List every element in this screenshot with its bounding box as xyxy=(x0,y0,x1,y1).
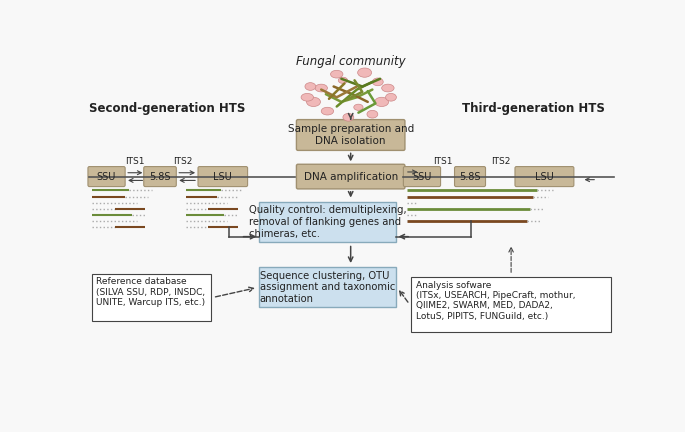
Ellipse shape xyxy=(306,97,321,107)
Ellipse shape xyxy=(373,78,383,86)
Text: Reference database
(SILVA SSU, RDP, INSDC,
UNITE, Warcup ITS, etc.): Reference database (SILVA SSU, RDP, INSD… xyxy=(97,277,206,307)
Text: Sample preparation and
DNA isolation: Sample preparation and DNA isolation xyxy=(288,124,414,146)
Ellipse shape xyxy=(321,107,334,115)
FancyBboxPatch shape xyxy=(455,167,486,187)
Ellipse shape xyxy=(338,77,347,83)
Ellipse shape xyxy=(305,83,316,90)
Ellipse shape xyxy=(358,68,371,77)
Ellipse shape xyxy=(375,97,388,107)
Text: Fungal community: Fungal community xyxy=(296,55,406,68)
Text: Sequence clustering, OTU
assignment and taxonomic
annotation: Sequence clustering, OTU assignment and … xyxy=(260,271,395,304)
Ellipse shape xyxy=(331,70,343,78)
Bar xyxy=(259,202,396,242)
Ellipse shape xyxy=(382,84,394,92)
Ellipse shape xyxy=(367,110,378,118)
Text: ITS1: ITS1 xyxy=(125,157,145,166)
Ellipse shape xyxy=(301,93,314,101)
Ellipse shape xyxy=(315,84,327,92)
Text: ITS1: ITS1 xyxy=(433,157,453,166)
Text: LSU: LSU xyxy=(214,172,232,181)
Text: 5.8S: 5.8S xyxy=(149,172,171,181)
Ellipse shape xyxy=(386,93,397,101)
FancyBboxPatch shape xyxy=(297,164,405,189)
Bar xyxy=(92,273,211,321)
FancyBboxPatch shape xyxy=(144,167,176,187)
FancyBboxPatch shape xyxy=(198,167,247,187)
Text: DNA amplification: DNA amplification xyxy=(303,172,398,181)
Text: ITS2: ITS2 xyxy=(491,157,511,166)
Text: Third-generation HTS: Third-generation HTS xyxy=(462,102,605,115)
FancyBboxPatch shape xyxy=(515,167,574,187)
Text: SSU: SSU xyxy=(412,172,432,181)
Ellipse shape xyxy=(343,114,353,121)
Text: 5.8S: 5.8S xyxy=(459,172,481,181)
Bar xyxy=(259,267,396,308)
Text: LSU: LSU xyxy=(535,172,553,181)
FancyBboxPatch shape xyxy=(88,167,125,187)
Text: Quality control: demultiplexing,
removal of flanking genes and
chimeras, etc.: Quality control: demultiplexing, removal… xyxy=(249,205,406,238)
Ellipse shape xyxy=(353,104,363,110)
Bar xyxy=(411,276,611,332)
Text: Analysis sofware
(ITSx, USEARCH, PipeCraft, mothur,
QIIME2, SWARM, MED, DADA2,
L: Analysis sofware (ITSx, USEARCH, PipeCra… xyxy=(416,280,575,321)
FancyBboxPatch shape xyxy=(403,167,440,187)
FancyBboxPatch shape xyxy=(297,120,405,150)
Text: Second-generation HTS: Second-generation HTS xyxy=(89,102,245,115)
Text: SSU: SSU xyxy=(97,172,116,181)
Text: ITS2: ITS2 xyxy=(173,157,192,166)
